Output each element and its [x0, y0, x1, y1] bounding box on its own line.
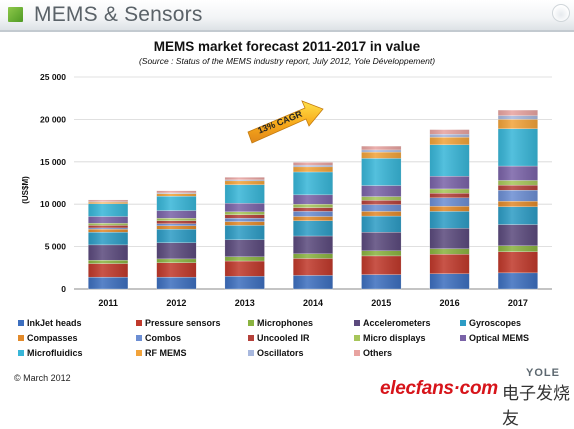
bar-shading [361, 146, 401, 289]
chart-title: MEMS market forecast 2011-2017 in value [154, 39, 421, 54]
legend-item: RF MEMS [136, 348, 187, 358]
x-tick-label: 2014 [303, 298, 323, 308]
legend-label: Optical MEMS [469, 333, 529, 343]
legend-item: InkJet heads [18, 318, 82, 328]
legend-swatch [18, 320, 24, 326]
legend-label: Compasses [27, 333, 78, 343]
legend-label: Combos [145, 333, 181, 343]
watermark-logo: elecfans·com [380, 378, 498, 400]
y-axis-label: (US$M) [21, 176, 30, 204]
page-title: MEMS & Sensors [34, 3, 203, 27]
legend-label: Microphones [257, 318, 313, 328]
bar-shading [225, 177, 265, 289]
y-tick-label: 0 [61, 284, 66, 294]
legend-swatch [354, 350, 360, 356]
watermark-logo-cn: 电子发烧友 [502, 379, 574, 429]
bar-shading [430, 130, 470, 289]
legend-item: Gyroscopes [460, 318, 521, 328]
copyright-text: © March 2012 [14, 373, 71, 383]
legend-label: Pressure sensors [145, 318, 221, 328]
legend-label: Others [363, 348, 392, 358]
legend-item: Micro displays [354, 333, 426, 343]
y-tick-label: 15 000 [40, 157, 66, 167]
cagr-arrow: 13% CAGR [248, 101, 323, 143]
legend-swatch [354, 335, 360, 341]
legend-item: Optical MEMS [460, 333, 529, 343]
brand-square-icon [8, 7, 23, 22]
legend-label: Microfluidics [27, 348, 83, 358]
bar-shading [498, 110, 538, 289]
legend-item: Microfluidics [18, 348, 83, 358]
y-tick-label: 10 000 [40, 199, 66, 209]
legend-swatch [136, 335, 142, 341]
legend-label: Uncooled IR [257, 333, 310, 343]
legend-label: Oscillators [257, 348, 304, 358]
x-tick-label: 2013 [235, 298, 255, 308]
x-tick-label: 2015 [371, 298, 391, 308]
legend-item: Uncooled IR [248, 333, 310, 343]
legend-swatch [248, 335, 254, 341]
legend-swatch [248, 350, 254, 356]
x-tick-label: 2017 [508, 298, 528, 308]
legend-label: InkJet heads [27, 318, 82, 328]
y-tick-label: 20 000 [40, 114, 66, 124]
x-tick-label: 2012 [166, 298, 186, 308]
legend-swatch [18, 350, 24, 356]
chart-subtitle: (Source : Status of the MEMS industry re… [139, 56, 435, 66]
y-axis-ticks: 0 5 000 10 000 15 000 20 000 25 000 [40, 72, 66, 294]
x-tick-label: 2011 [98, 298, 118, 308]
legend-item: Pressure sensors [136, 318, 221, 328]
x-tick-label: 2016 [440, 298, 460, 308]
legend-item: Others [354, 348, 392, 358]
legend-item: Oscillators [248, 348, 304, 358]
legend-label: Gyroscopes [469, 318, 521, 328]
yole-logo: YOLE [526, 367, 560, 379]
legend-swatch [18, 335, 24, 341]
bar-shading [88, 200, 128, 289]
legend-item: Combos [136, 333, 181, 343]
legend-label: Micro displays [363, 333, 426, 343]
bar-shading [157, 191, 197, 289]
legend-label: Accelerometers [363, 318, 431, 328]
chart: MEMS market forecast 2011-2017 in value … [0, 30, 574, 372]
legend-item: Microphones [248, 318, 313, 328]
legend-item: Compasses [18, 333, 78, 343]
stacked-bars [88, 110, 537, 289]
legend-swatch [248, 320, 254, 326]
globe-icon [552, 4, 570, 22]
y-tick-label: 5 000 [45, 242, 67, 252]
y-tick-label: 25 000 [40, 72, 66, 82]
legend-swatch [136, 320, 142, 326]
legend-swatch [460, 320, 466, 326]
legend-item: Accelerometers [354, 318, 431, 328]
x-axis-ticks: 2011 2012 2013 2014 2015 2016 2017 [98, 298, 527, 308]
legend-label: RF MEMS [145, 348, 187, 358]
bar-shading [293, 162, 333, 289]
legend-swatch [354, 320, 360, 326]
legend-swatch [136, 350, 142, 356]
header-bar: MEMS & Sensors [0, 0, 574, 32]
legend: InkJet heads Pressure sensors Microphones A… [18, 318, 529, 358]
legend-swatch [460, 335, 466, 341]
